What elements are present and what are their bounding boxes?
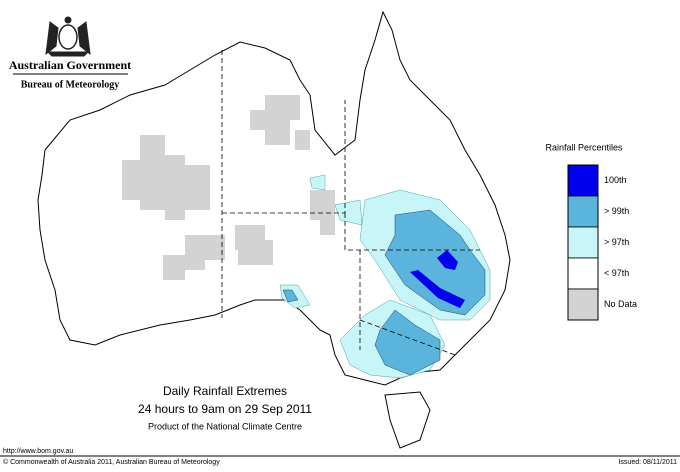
footer-copyright: © Commonwealth of Australia 2011, Austra… [3,458,220,466]
legend-label: No Data [604,299,637,309]
legend-label: > 99th [604,206,629,216]
legend-swatch [567,226,599,259]
legend-swatch [567,257,599,290]
legend-title: Rainfall Percentiles [545,142,623,152]
legend: 100th > 99th > 97th < 97th No Data [567,164,637,321]
legend-label: 100th [604,175,627,185]
legend-swatch [567,288,599,321]
legend-swatch [567,164,599,197]
legend-label: > 97th [604,237,629,247]
caption-title: Daily Rainfall Extremes [163,384,287,398]
caption-product: Product of the National Climate Centre [148,421,302,431]
caption-period: 24 hours to 9am on 29 Sep 2011 [138,402,312,416]
australia-map [37,10,511,449]
footer-issued: Issued: 08/11/2011 [618,459,677,466]
coat-of-arms [45,16,91,57]
legend-swatch [567,195,599,228]
government-name: Australian Government [9,58,131,72]
footer-url: http://www.bom.gov.au [3,448,73,455]
legend-label: < 97th [604,268,629,278]
agency-name: Bureau of Meteorology [21,79,120,90]
legend-frame [567,164,599,321]
